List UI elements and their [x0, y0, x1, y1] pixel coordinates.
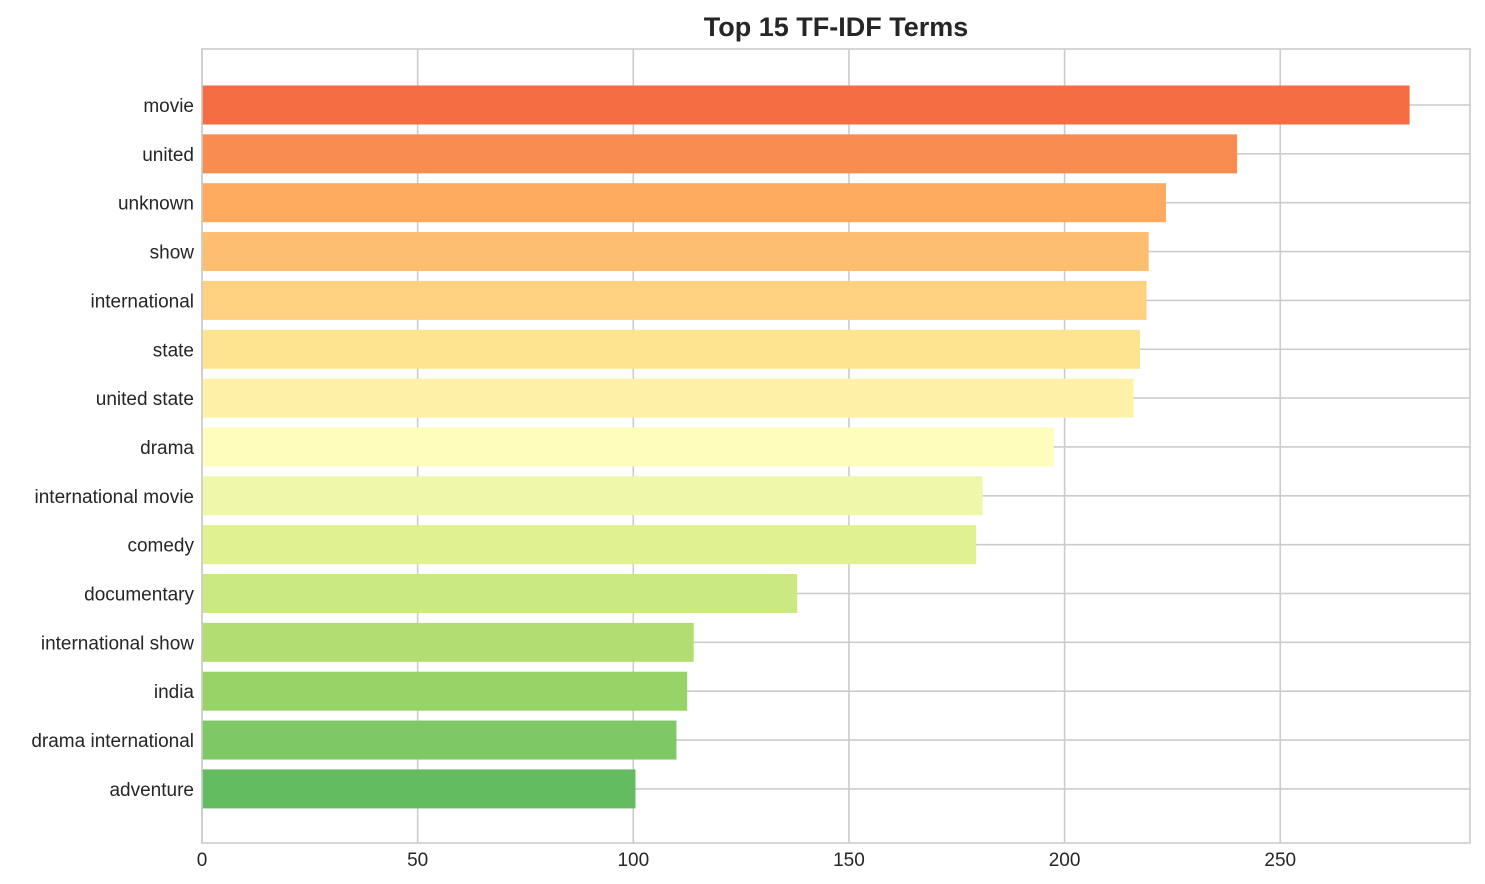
y-tick-label: india — [154, 682, 195, 703]
y-tick-label: state — [153, 340, 194, 361]
bar — [202, 720, 677, 760]
y-tick-label: international movie — [35, 487, 194, 508]
y-tick-label: documentary — [84, 585, 194, 606]
bar — [202, 329, 1141, 369]
x-tick-label: 50 — [407, 850, 428, 871]
y-tick-label: united — [142, 145, 194, 166]
x-axis-labels: 0 50 100 150 200 250 — [197, 850, 1296, 871]
bar — [202, 574, 798, 613]
bar — [202, 476, 983, 516]
bar — [202, 769, 636, 809]
bar — [202, 183, 1166, 223]
y-tick-label: international show — [41, 633, 194, 654]
bar — [202, 134, 1238, 174]
bars — [202, 85, 1410, 809]
y-tick-label: unknown — [118, 194, 194, 215]
y-axis-labels: movie united unknown show international state… — [31, 96, 194, 801]
x-tick-label: 200 — [1049, 850, 1081, 871]
bar — [202, 427, 1054, 467]
y-tick-label: united state — [96, 389, 194, 410]
y-tick-label: adventure — [109, 780, 194, 801]
y-tick-label: drama — [140, 438, 194, 459]
x-tick-label: 150 — [833, 850, 865, 871]
y-tick-label: comedy — [127, 536, 194, 557]
chart-title: Top 15 TF-IDF Terms — [704, 12, 969, 42]
bar — [202, 280, 1147, 320]
plot-frame — [201, 48, 1471, 844]
y-tick-label: show — [150, 243, 195, 264]
x-tick-label: 100 — [617, 850, 649, 871]
bar — [202, 525, 977, 565]
x-tick-label: 250 — [1264, 850, 1296, 871]
y-tick-label: movie — [143, 96, 194, 117]
bar — [202, 671, 688, 711]
bar — [202, 622, 694, 662]
y-tick-label: drama international — [31, 731, 194, 752]
x-tick-label: 0 — [197, 850, 208, 871]
bar — [202, 378, 1134, 418]
bar — [202, 85, 1410, 125]
y-tick-label: international — [90, 291, 194, 312]
bar — [202, 232, 1149, 272]
